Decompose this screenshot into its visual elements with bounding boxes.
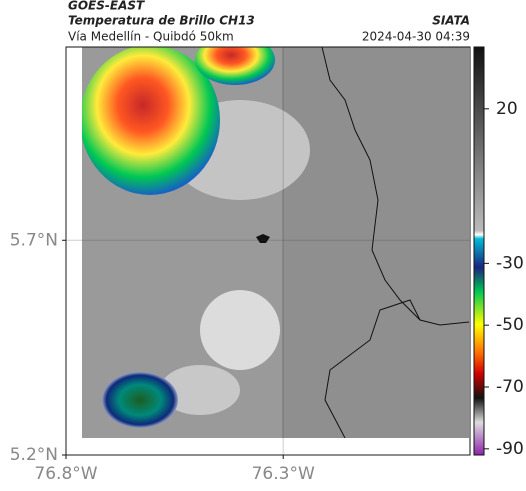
source: SIATA bbox=[432, 14, 470, 28]
colorbar-tick-label: -50 bbox=[496, 315, 524, 335]
colorbar-tick-label: -90 bbox=[496, 439, 524, 459]
map-frame bbox=[65, 46, 471, 456]
product: GOES-EAST bbox=[68, 0, 145, 13]
colorbar-tick-label: 20 bbox=[496, 99, 518, 119]
colorbar bbox=[473, 46, 485, 456]
timestamp: 2024-04-30 04:39 bbox=[362, 30, 470, 44]
title: Temperatura de Brillo CH13 bbox=[68, 14, 255, 28]
x-tick-label: 76.3°W bbox=[252, 464, 315, 484]
satellite-image bbox=[82, 47, 469, 438]
subtitle: Vía Medellín - Quibdó 50km bbox=[68, 30, 234, 44]
x-tick-label: 76.8°W bbox=[34, 464, 97, 484]
colorbar-tick-label: -70 bbox=[496, 377, 524, 397]
y-tick-label: 5.2°N bbox=[10, 445, 58, 465]
colorbar-tick-label: -30 bbox=[496, 253, 524, 273]
y-tick-label: 5.7°N bbox=[10, 230, 58, 250]
